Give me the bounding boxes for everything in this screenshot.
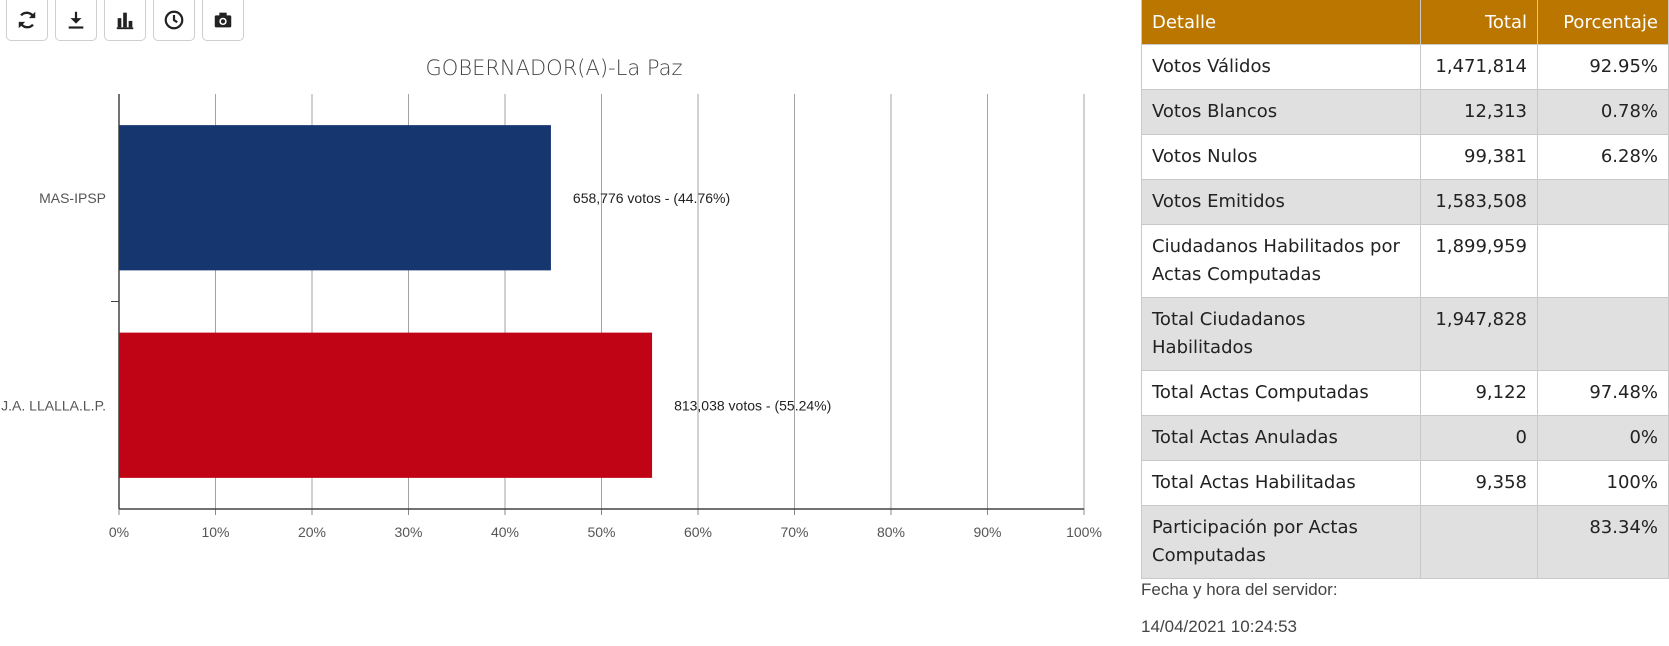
row-porcentaje: [1537, 179, 1669, 225]
x-tick-label: 80%: [877, 524, 905, 540]
row-porcentaje: [1537, 224, 1669, 298]
screenshot-button[interactable]: [202, 0, 244, 41]
refresh-icon: [18, 11, 36, 29]
bar-chart: GOBERNADOR(A)-La Paz 0% 10% 20% 30% 40% 50% 60…: [1, 56, 1102, 540]
header-detalle: Detalle: [1141, 0, 1421, 45]
row-total: 1,583,508: [1420, 179, 1538, 225]
row-total: [1420, 505, 1538, 579]
camera-icon: [214, 12, 232, 28]
table-row: Votos Emitidos 1,583,508: [1141, 179, 1669, 225]
clock-icon: [164, 10, 184, 30]
row-detalle: Votos Nulos: [1141, 134, 1421, 180]
table-row: Votos Válidos 1,471,814 92.95%: [1141, 44, 1669, 90]
row-detalle: Votos Emitidos: [1141, 179, 1421, 225]
x-tick-label: 90%: [973, 524, 1001, 540]
header-porcentaje: Porcentaje: [1537, 0, 1669, 45]
row-total: 0: [1420, 415, 1538, 461]
row-total: 12,313: [1420, 89, 1538, 135]
row-porcentaje: 100%: [1537, 460, 1669, 506]
row-detalle: Total Actas Habilitadas: [1141, 460, 1421, 506]
server-time-label: Fecha y hora del servidor:: [1141, 580, 1338, 599]
row-detalle: Total Ciudadanos Habilitados: [1141, 297, 1421, 371]
chart-bars: [119, 125, 653, 478]
table-row: Votos Blancos 12,313 0.78%: [1141, 89, 1669, 135]
chart-type-button[interactable]: [104, 0, 146, 41]
row-porcentaje: 0%: [1537, 415, 1669, 461]
row-porcentaje: [1537, 297, 1669, 371]
table-row: Votos Nulos 99,381 6.28%: [1141, 134, 1669, 180]
row-porcentaje: 97.48%: [1537, 370, 1669, 416]
bar[interactable]: [119, 332, 653, 478]
row-detalle: Total Actas Anuladas: [1141, 415, 1421, 461]
chart-toolbar: [6, 0, 244, 41]
table-row: Total Actas Computadas 9,122 97.48%: [1141, 370, 1669, 416]
refresh-button[interactable]: [6, 0, 48, 41]
row-total: 1,947,828: [1420, 297, 1538, 371]
row-detalle: Ciudadanos Habilitados por Actas Computa…: [1141, 224, 1421, 298]
row-total: 99,381: [1420, 134, 1538, 180]
x-tick-label: 60%: [684, 524, 712, 540]
row-detalle: Participación por Actas Computadas: [1141, 505, 1421, 579]
server-time-value: 14/04/2021 10:24:53: [1141, 617, 1297, 636]
history-button[interactable]: [153, 0, 195, 41]
bar[interactable]: [119, 125, 551, 271]
row-detalle: Votos Blancos: [1141, 89, 1421, 135]
category-label: MAS-IPSP: [39, 190, 106, 206]
header-total: Total: [1420, 0, 1538, 45]
x-tick-label: 20%: [298, 524, 326, 540]
x-tick-label: 100%: [1066, 524, 1102, 540]
row-detalle: Total Actas Computadas: [1141, 370, 1421, 416]
row-total: 9,122: [1420, 370, 1538, 416]
row-total: 1,899,959: [1420, 224, 1538, 298]
x-tick-label: 10%: [201, 524, 229, 540]
data-label: 813,038 votos - (55.24%): [674, 397, 831, 413]
x-tick-label: 30%: [394, 524, 422, 540]
x-tick-label: 0%: [109, 524, 129, 540]
row-porcentaje: 6.28%: [1537, 134, 1669, 180]
table-row: Ciudadanos Habilitados por Actas Computa…: [1141, 224, 1669, 298]
table-header-row: Detalle Total Porcentaje: [1141, 0, 1669, 45]
chart-labels: 0% 10% 20% 30% 40% 50% 60% 70% 80% 90% 100% MAS-IPS…: [1, 190, 1102, 540]
table-row: Participación por Actas Computadas 83.34…: [1141, 505, 1669, 579]
chart-title: GOBERNADOR(A)-La Paz: [426, 56, 683, 80]
table-row: Total Actas Habilitadas 9,358 100%: [1141, 460, 1669, 506]
row-porcentaje: 92.95%: [1537, 44, 1669, 90]
row-porcentaje: 83.34%: [1537, 505, 1669, 579]
download-icon: [68, 11, 84, 29]
row-detalle: Votos Válidos: [1141, 44, 1421, 90]
x-tick-label: 50%: [587, 524, 615, 540]
row-total: 1,471,814: [1420, 44, 1538, 90]
table-row: Total Actas Anuladas 0 0%: [1141, 415, 1669, 461]
table-row: Total Ciudadanos Habilitados 1,947,828: [1141, 297, 1669, 371]
results-table: Detalle Total Porcentaje Votos Válidos 1…: [1141, 0, 1669, 579]
x-tick-label: 40%: [491, 524, 519, 540]
data-label: 658,776 votos - (44.76%): [573, 190, 730, 206]
category-label: J.A. LLALLA.L.P.: [1, 397, 106, 413]
row-total: 9,358: [1420, 460, 1538, 506]
download-button[interactable]: [55, 0, 97, 41]
row-porcentaje: 0.78%: [1537, 89, 1669, 135]
x-tick-label: 70%: [780, 524, 808, 540]
bar-chart-icon: [116, 12, 134, 30]
